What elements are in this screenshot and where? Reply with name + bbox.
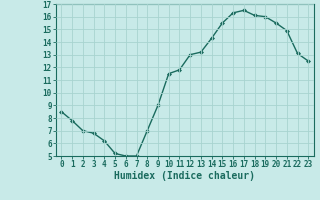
X-axis label: Humidex (Indice chaleur): Humidex (Indice chaleur) <box>114 171 255 181</box>
